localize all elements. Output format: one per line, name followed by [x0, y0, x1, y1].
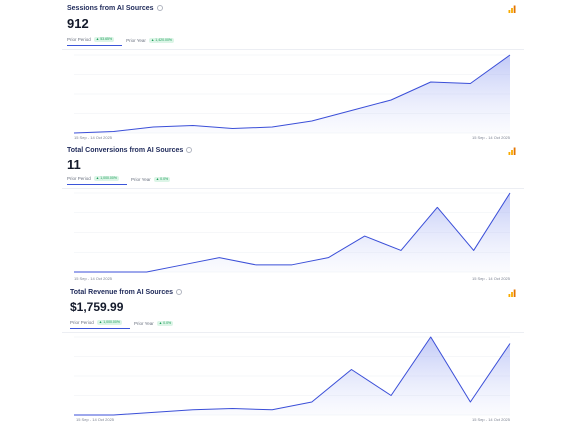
divider — [62, 188, 524, 189]
comparison-tabs: Prior Period ▲ 53.65% Prior Year ▲ 1,420.0… — [67, 37, 175, 46]
sessions-chart — [73, 54, 511, 134]
analytics-icon — [508, 147, 516, 155]
change-badge: ▲ 1,000.00% — [93, 176, 119, 181]
change-badge: ▲ 1,000.00% — [96, 320, 122, 325]
metric-value: 11 — [67, 157, 81, 172]
info-icon[interactable] — [156, 5, 163, 12]
divider — [62, 332, 524, 333]
date-range-start: 15 Sep - 14 Oct 2025 — [74, 276, 113, 281]
comparison-tabs: Prior Period ▲ 1,000.00% Prior Year ▲ 0.0% — [67, 176, 171, 185]
change-badge: ▲ 0.0% — [153, 176, 171, 182]
analytics-icon — [508, 5, 516, 13]
divider — [62, 49, 524, 50]
revenue-card: Total Revenue from AI Sources $1,759.99 … — [62, 289, 524, 427]
tab-prior-year[interactable]: Prior Year ▲ 1,420.00% — [126, 37, 175, 43]
date-range-end: 15 Sep - 14 Oct 2025 — [471, 276, 510, 281]
conversions-chart — [74, 192, 511, 273]
tab-prior-period[interactable]: Prior Period ▲ 53.65% — [67, 37, 123, 46]
change-badge: ▲ 53.65% — [93, 37, 115, 42]
date-range-end: 15 Sep - 14 Oct 2025 — [471, 417, 510, 422]
comparison-tabs: Prior Period ▲ 1,000.00% Prior Year ▲ 0.0% — [70, 320, 174, 329]
analytics-icon — [508, 289, 516, 297]
tab-prior-year[interactable]: Prior Year ▲ 0.0% — [133, 320, 174, 326]
revenue-chart — [74, 336, 511, 416]
tab-prior-period[interactable]: Prior Period ▲ 1,000.00% — [67, 176, 127, 185]
series-area — [74, 337, 510, 415]
series-line — [74, 336, 511, 416]
change-badge: ▲ 0.0% — [156, 320, 174, 326]
sessions-card: Sessions from AI Sources 912 Prior Perio… — [62, 5, 524, 145]
info-icon[interactable] — [176, 289, 183, 296]
series-line — [74, 192, 511, 273]
change-badge: ▲ 1,420.00% — [148, 37, 175, 43]
tab-prior-year[interactable]: Prior Year ▲ 0.0% — [130, 176, 171, 182]
series-line — [73, 54, 511, 134]
card-title: Sessions from AI Sources — [67, 5, 163, 12]
date-range-start: 15 Sep - 14 Oct 2025 — [74, 135, 113, 140]
series-area — [74, 193, 510, 272]
info-icon[interactable] — [186, 147, 193, 154]
metric-value: $1,759.99 — [70, 300, 124, 314]
card-title: Total Revenue from AI Sources — [70, 289, 183, 296]
conversions-card: Total Conversions from AI Sources 11 Pri… — [62, 147, 524, 287]
card-title: Total Conversions from AI Sources — [67, 147, 193, 154]
date-range-end: 15 Sep - 14 Oct 2025 — [471, 135, 510, 140]
metric-value: 912 — [67, 16, 89, 31]
series-area — [74, 55, 510, 133]
date-range-start: 15 Sep - 14 Oct 2025 — [76, 417, 115, 422]
tab-prior-period[interactable]: Prior Period ▲ 1,000.00% — [70, 320, 130, 329]
